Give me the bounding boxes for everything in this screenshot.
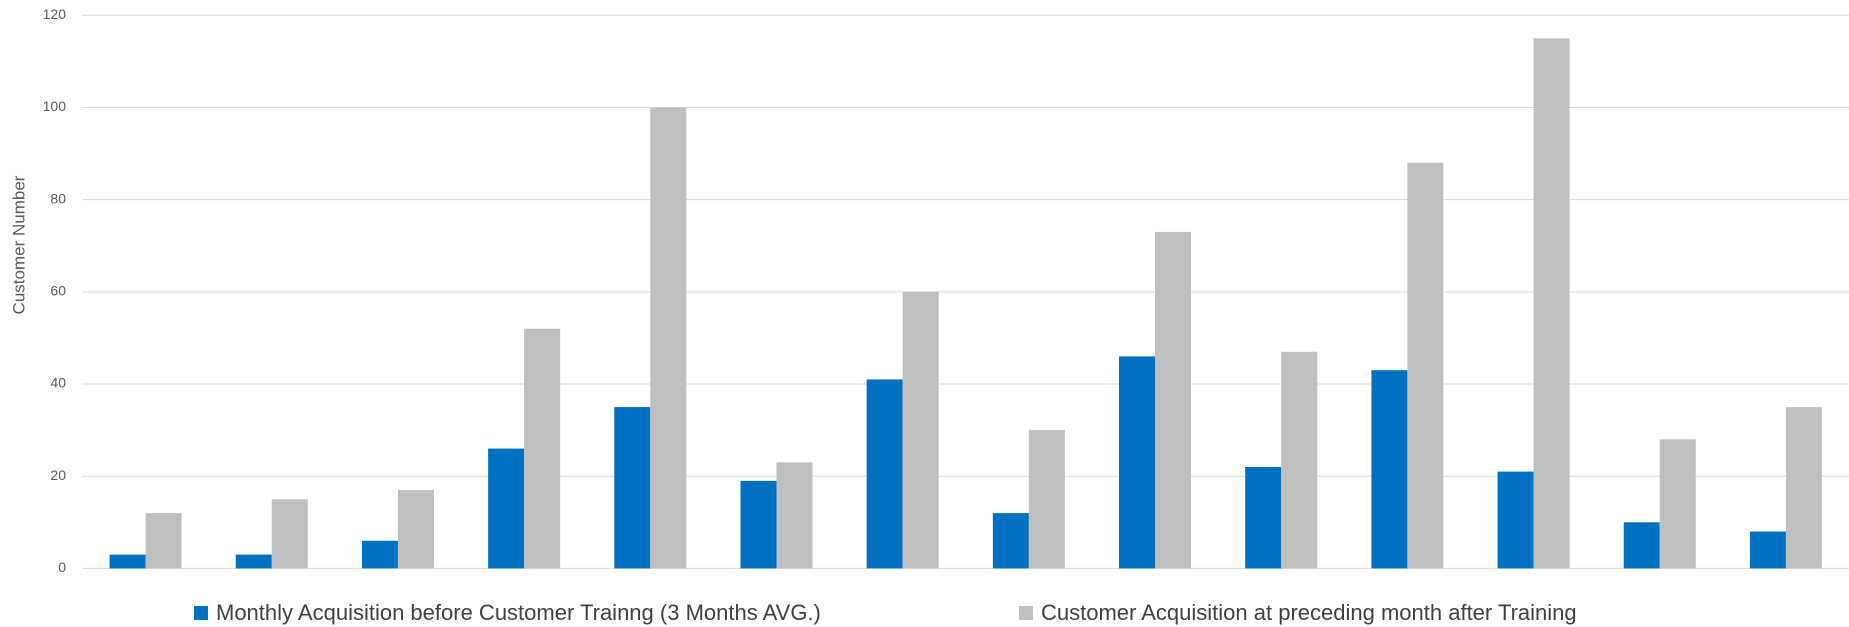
bar xyxy=(1533,38,1570,569)
bar xyxy=(488,448,525,569)
bar xyxy=(614,407,651,569)
bar xyxy=(1119,356,1156,569)
y-tick-label: 20 xyxy=(50,467,66,483)
bar xyxy=(271,499,308,569)
legend-text: Customer Acquisition at preceding month … xyxy=(1041,600,1577,625)
bar xyxy=(740,480,777,569)
y-tick-label: 100 xyxy=(43,98,67,114)
bar xyxy=(1623,522,1660,569)
bar xyxy=(1371,370,1408,569)
bar xyxy=(109,554,146,569)
y-axis-title: Customer Number xyxy=(9,175,28,314)
bar xyxy=(1245,466,1282,569)
bar xyxy=(776,462,813,569)
bar xyxy=(650,107,687,569)
bar xyxy=(145,513,182,569)
bar xyxy=(361,540,398,569)
bar xyxy=(866,379,903,569)
bar xyxy=(1659,439,1696,569)
y-tick-label: 0 xyxy=(58,559,66,575)
legend-swatch xyxy=(194,606,208,620)
bar xyxy=(992,513,1029,569)
bar xyxy=(397,490,434,569)
y-tick-label: 60 xyxy=(50,283,66,299)
bar xyxy=(902,291,939,569)
legend-swatch xyxy=(1019,606,1033,620)
bar xyxy=(1155,231,1192,569)
bar xyxy=(1497,471,1534,569)
y-tick-label: 80 xyxy=(50,190,66,206)
y-tick-label: 120 xyxy=(43,6,67,22)
bar xyxy=(1281,351,1318,569)
bar xyxy=(235,554,272,569)
bar xyxy=(524,328,561,569)
bar xyxy=(1785,407,1822,569)
bar xyxy=(1028,430,1065,569)
y-tick-label: 40 xyxy=(50,375,66,391)
legend-text: Monthly Acquisition before Customer Trai… xyxy=(216,600,821,625)
bar xyxy=(1407,162,1444,569)
bar xyxy=(1749,531,1786,569)
